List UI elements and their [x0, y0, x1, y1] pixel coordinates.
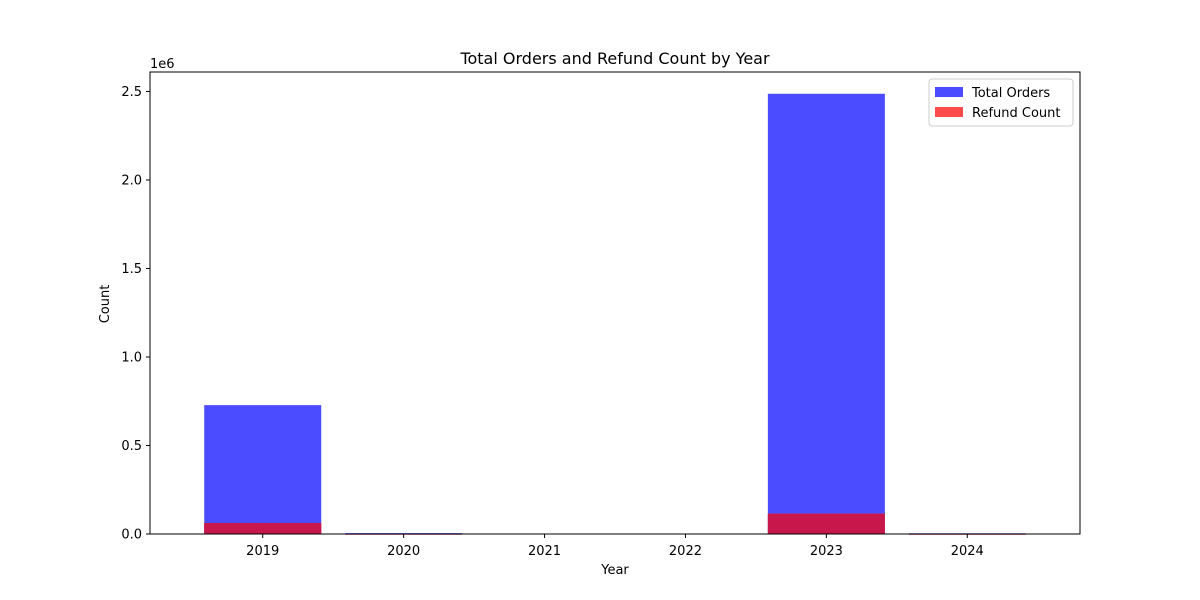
- legend-label-refund-count: Refund Count: [972, 106, 1061, 121]
- overlap-bar-2023: [767, 513, 885, 534]
- axes-layer: 0.0 0.5 1.0 1.5 2.0 2.5 2019 2020 2021 2022 2023 20…: [121, 71, 1081, 559]
- y-tick-label: 2.5: [121, 85, 142, 100]
- legend-swatch-total-orders: [935, 87, 963, 97]
- x-tick-label: 2024: [951, 544, 984, 559]
- chart-title: Total Orders and Refund Count by Year: [459, 49, 770, 68]
- overlap-bar-2019: [204, 523, 322, 534]
- x-tick-label: 2021: [528, 544, 561, 559]
- legend-label-total-orders: Total Orders: [971, 86, 1050, 101]
- y-tick-label: 0.5: [121, 439, 142, 454]
- x-tick-label: 2023: [810, 544, 843, 559]
- bars-layer: [204, 93, 1026, 535]
- legend-swatch-refund-count: [935, 107, 963, 117]
- total-orders-bar-2023: [767, 93, 885, 535]
- legend: Total Orders Refund Count: [928, 78, 1074, 127]
- y-tick-label: 0.0: [121, 528, 142, 543]
- total-orders-bar-2019: [204, 405, 322, 534]
- x-tick-label: 2019: [246, 544, 279, 559]
- y-axis-label: Count: [98, 285, 113, 324]
- y-axis-offset-label: 1e6: [150, 57, 175, 72]
- legend-box: [928, 78, 1074, 127]
- y-tick-label: 1.0: [121, 350, 142, 365]
- y-tick-label: 2.0: [121, 173, 142, 188]
- x-tick-label: 2020: [387, 544, 420, 559]
- x-axis-label: Year: [600, 563, 629, 578]
- plot-frame: [149, 71, 1081, 535]
- y-tick-label: 1.5: [121, 262, 142, 277]
- x-tick-label: 2022: [669, 544, 702, 559]
